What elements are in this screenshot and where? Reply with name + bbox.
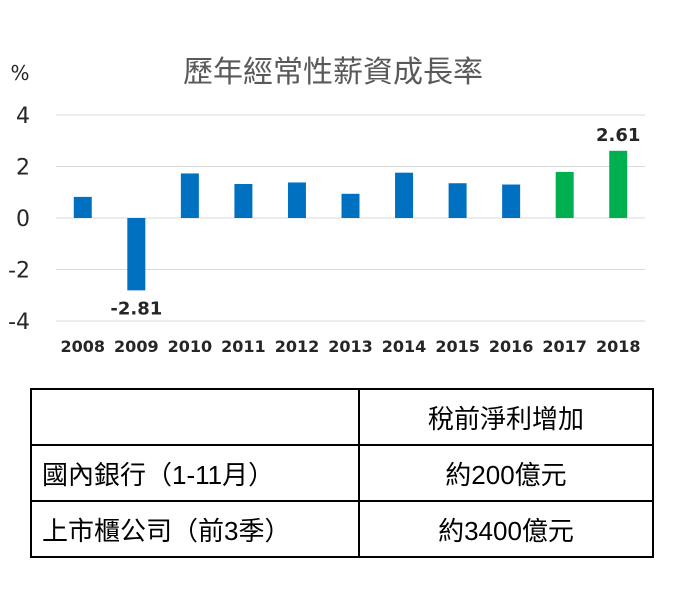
bar-2009 <box>127 218 146 291</box>
y-tick-label: 2 <box>16 156 30 181</box>
y-tick-label: -2 <box>8 259 30 284</box>
x-tick-label: 2017 <box>542 337 587 356</box>
x-tick-label: 2014 <box>382 337 427 356</box>
bar-2008 <box>73 196 92 218</box>
table-cell-value: 約200億元 <box>358 444 654 502</box>
x-tick-label: 2012 <box>275 337 320 356</box>
bar-2012 <box>287 182 306 218</box>
table-row: 國內銀行（1-11月） 約200億元 <box>30 444 654 502</box>
data-label-2018: 2.61 <box>596 125 640 146</box>
table-cell-label: 上市櫃公司（前3季） <box>30 500 360 558</box>
data-labels: -2.81 2.61 <box>110 125 640 320</box>
bar-2016 <box>502 184 521 218</box>
bar-2015 <box>448 183 467 218</box>
y-axis-unit: % <box>10 61 29 85</box>
bar-2013 <box>341 193 360 218</box>
x-tick-label: 2011 <box>221 337 266 356</box>
x-tick-label: 2008 <box>61 337 106 356</box>
table-cell-label: 國內銀行（1-11月） <box>30 444 360 502</box>
bar-2014 <box>395 172 414 218</box>
table-header-cell <box>30 388 360 446</box>
bars <box>73 150 628 291</box>
y-tick-label: 4 <box>16 104 30 129</box>
bar-2018 <box>609 150 628 218</box>
growth-bar-chart: 歷年經常性薪資成長率 % 4 2 0 -2 -4 2008 2009 2010 2011 201… <box>8 55 645 356</box>
table-header-row: 稅前淨利增加 <box>30 388 654 446</box>
x-tick-label: 2009 <box>114 337 159 356</box>
y-tick-label: 0 <box>16 207 30 232</box>
x-tick-label: 2015 <box>435 337 480 356</box>
x-tick-label: 2013 <box>328 337 373 356</box>
x-tick-labels: 2008 2009 2010 2011 2012 2013 2014 2015 2016 2017… <box>61 337 641 356</box>
x-tick-label: 2016 <box>489 337 534 356</box>
table-header-cell: 稅前淨利增加 <box>358 388 654 446</box>
bar-2010 <box>180 173 199 218</box>
x-tick-label: 2018 <box>596 337 641 356</box>
chart-title: 歷年經常性薪資成長率 <box>183 55 483 90</box>
y-tick-label: -4 <box>8 310 30 335</box>
table-row: 上市櫃公司（前3季） 約3400億元 <box>30 500 654 558</box>
x-tick-label: 2010 <box>168 337 213 356</box>
bar-2011 <box>234 184 253 218</box>
bar-2017 <box>555 171 574 218</box>
y-tick-labels: 4 2 0 -2 -4 <box>8 104 30 335</box>
table-cell-value: 約3400億元 <box>358 500 654 558</box>
net-profit-table: 稅前淨利增加 國內銀行（1-11月） 約200億元 上市櫃公司（前3季） 約34… <box>30 388 654 558</box>
data-label-2009: -2.81 <box>110 298 162 319</box>
